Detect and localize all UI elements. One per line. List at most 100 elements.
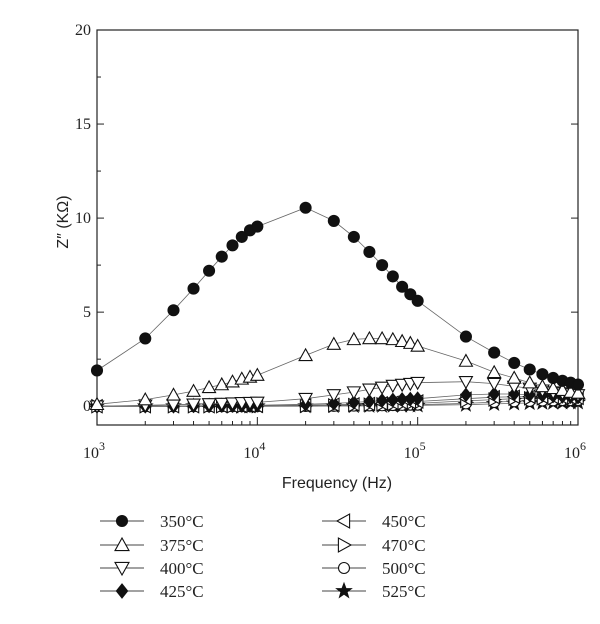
- data-point: [235, 230, 248, 243]
- data-point: [201, 379, 217, 394]
- legend-item: 500°C: [322, 559, 426, 578]
- legend-label: 375°C: [160, 536, 204, 555]
- data-point: [249, 396, 265, 411]
- data-point: [361, 330, 377, 345]
- legend: 350°C 375°C 400°C 425°C 450°C 470°C 500°C 525°C: [100, 512, 426, 601]
- data-point: [347, 395, 360, 410]
- data-point: [249, 367, 265, 381]
- data-point: [545, 380, 561, 395]
- data-point: [186, 383, 201, 397]
- data-point: [396, 392, 409, 407]
- x-tick-base: 10: [404, 445, 420, 462]
- data-point: [167, 304, 180, 317]
- legend-marker: [335, 581, 353, 599]
- data-point: [201, 398, 217, 412]
- x-tick-exponent: 6: [580, 439, 586, 453]
- legend-item: 470°C: [322, 536, 426, 555]
- legend-label: 450°C: [382, 512, 426, 531]
- legend-item: 450°C: [322, 512, 426, 531]
- data-point: [214, 397, 230, 412]
- data-point: [298, 392, 314, 407]
- data-point: [410, 338, 426, 352]
- legend-marker: [115, 583, 129, 599]
- data-point: [187, 282, 200, 295]
- x-tick-base: 10: [564, 445, 580, 462]
- data-point: [488, 386, 501, 402]
- series-line: [96, 338, 579, 405]
- legend-item: 400°C: [100, 559, 204, 578]
- x-tick-base: 10: [83, 445, 99, 462]
- data-point: [555, 382, 570, 396]
- data-point: [376, 259, 389, 272]
- data-point: [326, 389, 342, 403]
- data-point: [458, 375, 474, 390]
- data-point: [506, 370, 522, 384]
- data-point: [411, 391, 424, 407]
- data-point: [460, 387, 472, 403]
- legend-marker: [114, 536, 130, 552]
- x-axis-title: Frequency (Hz): [282, 475, 392, 492]
- data-point: [363, 245, 376, 259]
- data-point: [346, 386, 362, 400]
- data-point: [346, 331, 362, 346]
- data-point: [347, 230, 360, 243]
- data-point: [410, 376, 426, 391]
- data-point: [139, 332, 152, 345]
- data-point: [486, 364, 502, 379]
- data-point: [89, 396, 105, 411]
- data-point: [508, 356, 521, 369]
- plot-frame: [96, 29, 579, 426]
- legend-label: 525°C: [382, 582, 426, 601]
- data-point: [299, 201, 312, 214]
- data-point: [203, 264, 216, 277]
- data-point: [166, 387, 181, 401]
- series-350c: [90, 201, 585, 391]
- legend-marker: [115, 514, 129, 528]
- data-point: [374, 330, 390, 345]
- data-point: [214, 376, 230, 391]
- data-point: [402, 335, 418, 349]
- x-tick-base: 10: [243, 445, 259, 462]
- data-point: [488, 346, 501, 359]
- y-tick-label: 5: [83, 304, 91, 321]
- data-point: [571, 378, 585, 391]
- legend-marker: [335, 513, 351, 529]
- data-point: [459, 330, 472, 343]
- legend-marker: [337, 561, 351, 575]
- data-point: [534, 378, 550, 393]
- plot-series: [88, 201, 587, 414]
- data-point: [411, 294, 424, 307]
- data-point: [137, 391, 153, 406]
- data-point: [536, 368, 549, 381]
- x-tick-exponent: 5: [420, 439, 426, 453]
- y-tick-label: 15: [75, 116, 91, 133]
- data-point: [570, 385, 586, 399]
- legend-label: 350°C: [160, 512, 204, 531]
- y-tick-label: 0: [83, 398, 91, 415]
- data-point: [385, 331, 401, 346]
- y-tick-label: 20: [75, 22, 91, 39]
- data-point: [486, 377, 502, 392]
- data-point: [523, 363, 536, 376]
- x-tick-label: 105: [404, 439, 426, 462]
- legend-item: 525°C: [322, 581, 426, 601]
- legend-label: 470°C: [382, 536, 426, 555]
- data-point: [361, 383, 377, 397]
- data-point: [522, 375, 538, 389]
- data-point: [458, 353, 474, 367]
- series-line: [97, 393, 579, 407]
- data-point: [326, 336, 342, 350]
- y-axis-title: Z″ (KΩ): [55, 195, 72, 248]
- data-point: [327, 395, 340, 411]
- y-tick-label: 10: [75, 210, 91, 227]
- data-point: [251, 220, 264, 233]
- series-line: [96, 207, 579, 385]
- legend-item: 350°C: [100, 512, 204, 531]
- data-point: [386, 392, 399, 408]
- data-point: [376, 393, 389, 408]
- x-tick-exponent: 3: [99, 439, 105, 453]
- legend-marker: [114, 561, 130, 577]
- data-point: [186, 398, 201, 412]
- data-point: [327, 214, 340, 227]
